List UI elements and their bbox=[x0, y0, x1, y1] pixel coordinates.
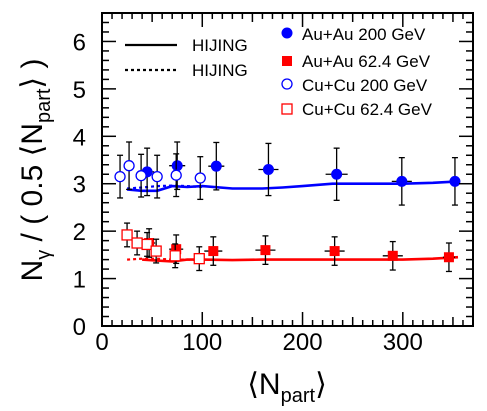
data-point bbox=[123, 141, 135, 191]
legend-marker-cucu200 bbox=[281, 78, 293, 90]
marker-open-square bbox=[121, 229, 133, 241]
x-axis: 0 100 200 300 bbox=[95, 13, 474, 356]
data-point bbox=[151, 154, 163, 199]
legend-marker-auau200 bbox=[281, 27, 293, 39]
marker-filled-circle bbox=[396, 175, 408, 187]
data-point bbox=[169, 243, 181, 269]
data-point bbox=[170, 153, 182, 198]
data-point bbox=[255, 235, 276, 265]
legend-hijing-dotted-label: HIJING bbox=[192, 61, 248, 80]
data-point bbox=[141, 231, 153, 257]
marker-open-circle bbox=[123, 160, 135, 172]
marker-filled-circle bbox=[262, 164, 274, 175]
data-point bbox=[324, 236, 345, 266]
data-point bbox=[135, 153, 147, 198]
marker-filled-circle bbox=[171, 160, 183, 172]
hijing-curve-solid bbox=[126, 180, 459, 193]
x-tick-label: 200 bbox=[283, 329, 323, 356]
data-point bbox=[114, 154, 126, 199]
plot-frame bbox=[101, 12, 474, 327]
y-tick-label: 3 bbox=[73, 172, 86, 199]
marker-filled-square bbox=[443, 252, 454, 263]
hijing-curve-solid bbox=[142, 255, 459, 263]
legend-label-auau62: Au+Au 62.4 GeV bbox=[302, 52, 431, 71]
data-point bbox=[194, 156, 206, 201]
y-tick-label: 2 bbox=[73, 219, 86, 246]
marker-open-square bbox=[169, 250, 181, 262]
marker-filled-square bbox=[387, 250, 398, 261]
y-axis-label: Nγ / ( 0.5 ⟨Npart⟩ ) bbox=[16, 59, 55, 282]
data-point bbox=[131, 230, 143, 256]
data-point bbox=[169, 141, 186, 191]
y-tick-label: 0 bbox=[73, 314, 86, 341]
data-point bbox=[382, 240, 403, 271]
marker-filled-circle bbox=[331, 168, 343, 180]
marker-filled-circle bbox=[449, 175, 461, 187]
y-tick-label: 5 bbox=[73, 77, 86, 104]
legend-label-cucu62: Cu+Cu 62.4 GeV bbox=[302, 100, 433, 119]
hijing-curves bbox=[126, 180, 459, 263]
data-point bbox=[391, 156, 412, 206]
marker-open-square bbox=[193, 253, 205, 265]
legend-label-auau200: Au+Au 200 GeV bbox=[302, 25, 426, 44]
marker-open-square bbox=[131, 237, 143, 249]
data-point bbox=[150, 238, 162, 264]
data-point bbox=[449, 156, 461, 206]
data-point bbox=[204, 236, 223, 266]
legend-label-cucu200: Cu+Cu 200 GeV bbox=[302, 76, 428, 95]
marker-open-circle bbox=[170, 169, 182, 181]
x-tick-label: 0 bbox=[95, 329, 108, 356]
marker-open-circle bbox=[151, 170, 163, 183]
legend-marker-cucu62 bbox=[281, 103, 293, 115]
x-tick-label: 300 bbox=[383, 329, 423, 356]
y-tick-label: 1 bbox=[73, 267, 86, 294]
x-tick-label: 100 bbox=[182, 329, 222, 356]
data-point bbox=[193, 246, 205, 272]
marker-filled-square bbox=[260, 245, 271, 256]
marker-filled-circle bbox=[210, 160, 222, 172]
marker-filled-square bbox=[171, 244, 182, 255]
y-tick-label: 6 bbox=[73, 29, 86, 56]
hijing-curve-dotted bbox=[127, 257, 203, 261]
marker-filled-square bbox=[329, 246, 340, 257]
marker-open-square bbox=[141, 238, 153, 251]
marker-open-circle bbox=[114, 170, 126, 183]
x-axis-label: ⟨Npart⟩ bbox=[247, 368, 327, 407]
legend-marker-auau62 bbox=[282, 56, 292, 66]
data-point bbox=[208, 141, 225, 191]
data-markers bbox=[114, 141, 461, 273]
marker-open-circle bbox=[135, 170, 147, 182]
hijing-curve-dotted bbox=[127, 184, 203, 190]
legend: HIJING HIJING Au+Au 200 GeV Au+Au 62.4 G… bbox=[125, 25, 433, 119]
legend-hijing-solid-label: HIJING bbox=[192, 36, 248, 55]
y-axis: 0 1 2 3 4 5 6 bbox=[73, 12, 473, 341]
y-tick-label: 4 bbox=[73, 124, 86, 151]
data-point bbox=[325, 147, 348, 201]
data-point bbox=[442, 242, 455, 273]
data-point bbox=[258, 142, 279, 197]
marker-open-circle bbox=[194, 172, 206, 184]
data-point bbox=[121, 222, 133, 248]
marker-filled-square bbox=[208, 246, 219, 257]
marker-open-square bbox=[150, 245, 162, 257]
